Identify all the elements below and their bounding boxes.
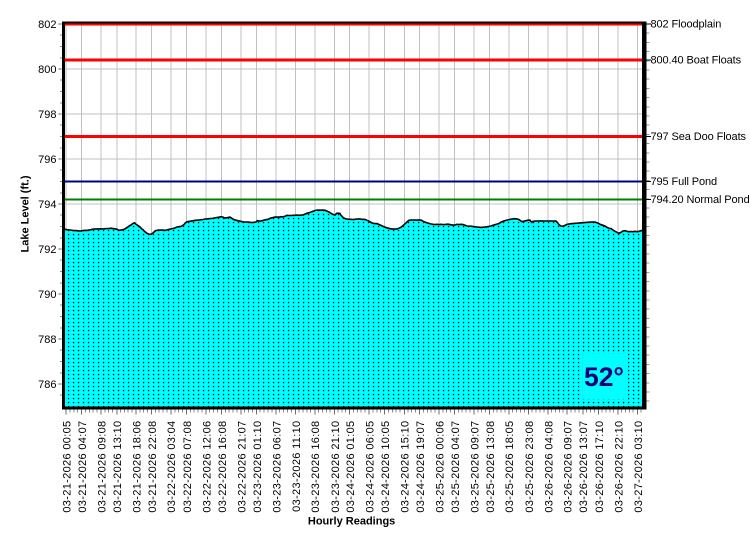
svg-text:52°: 52° — [584, 362, 624, 392]
svg-text:03-21-2026 22:08: 03-21-2026 22:08 — [147, 421, 159, 513]
svg-text:03-23-2026 11:10: 03-23-2026 11:10 — [291, 421, 303, 512]
svg-text:Hourly Readings: Hourly Readings — [308, 516, 395, 528]
svg-text:790: 790 — [38, 289, 56, 301]
svg-text:03-26-2026 13:07: 03-26-2026 13:07 — [578, 421, 590, 513]
svg-text:788: 788 — [38, 334, 56, 346]
svg-text:03-26-2026 04:08: 03-26-2026 04:08 — [543, 421, 555, 513]
svg-text:03-25-2026 13:08: 03-25-2026 13:08 — [485, 421, 497, 513]
svg-text:797 Sea Doo Floats: 797 Sea Doo Floats — [651, 131, 747, 143]
svg-text:03-22-2026 12:06: 03-22-2026 12:06 — [201, 421, 213, 513]
svg-text:03-25-2026 00:06: 03-25-2026 00:06 — [434, 421, 446, 513]
svg-text:03-21-2026 00:05: 03-21-2026 00:05 — [61, 421, 73, 513]
svg-text:03-25-2026 09:07: 03-25-2026 09:07 — [469, 421, 481, 513]
svg-text:802: 802 — [38, 19, 56, 31]
svg-text:03-23-2026 21:10: 03-23-2026 21:10 — [330, 421, 342, 513]
svg-text:796: 796 — [38, 154, 56, 166]
svg-text:798: 798 — [38, 109, 56, 121]
svg-text:03-26-2026 22:10: 03-26-2026 22:10 — [613, 421, 625, 513]
svg-text:03-25-2026 04:07: 03-25-2026 04:07 — [450, 421, 462, 513]
svg-text:802 Floodplain: 802 Floodplain — [651, 19, 722, 31]
svg-text:03-25-2026 23:08: 03-25-2026 23:08 — [524, 421, 536, 513]
svg-text:03-23-2026 01:10: 03-23-2026 01:10 — [252, 421, 264, 513]
svg-text:786: 786 — [38, 379, 56, 391]
svg-text:03-24-2026 19:07: 03-24-2026 19:07 — [415, 421, 427, 513]
svg-text:03-23-2026 16:08: 03-23-2026 16:08 — [310, 421, 322, 513]
svg-text:03-21-2026 09:08: 03-21-2026 09:08 — [97, 421, 109, 513]
svg-text:03-26-2026 09:07: 03-26-2026 09:07 — [563, 421, 575, 513]
svg-text:03-22-2026 07:08: 03-22-2026 07:08 — [182, 421, 194, 513]
svg-text:03-24-2026 06:05: 03-24-2026 06:05 — [364, 421, 376, 513]
svg-text:03-21-2026 13:10: 03-21-2026 13:10 — [112, 421, 124, 513]
svg-text:03-23-2026 06:07: 03-23-2026 06:07 — [271, 421, 283, 513]
svg-text:794: 794 — [38, 199, 56, 211]
svg-text:795 Full Pond: 795 Full Pond — [651, 176, 718, 188]
svg-text:03-21-2026 18:06: 03-21-2026 18:06 — [131, 421, 143, 513]
svg-text:Lake Level (ft.): Lake Level (ft.) — [20, 175, 32, 252]
svg-text:03-22-2026 16:08: 03-22-2026 16:08 — [217, 421, 229, 513]
svg-text:03-24-2026 15:10: 03-24-2026 15:10 — [400, 421, 412, 513]
svg-text:03-22-2026 03:04: 03-22-2026 03:04 — [166, 421, 178, 513]
svg-text:03-21-2026 04:07: 03-21-2026 04:07 — [77, 421, 89, 513]
svg-text:800.40 Boat Floats: 800.40 Boat Floats — [651, 55, 742, 67]
svg-text:792: 792 — [38, 244, 56, 256]
svg-text:800: 800 — [38, 64, 56, 76]
svg-text:794.20 Normal Pond: 794.20 Normal Pond — [651, 194, 750, 206]
svg-text:03-24-2026 10:05: 03-24-2026 10:05 — [380, 421, 392, 513]
svg-text:03-22-2026 21:07: 03-22-2026 21:07 — [236, 421, 248, 513]
svg-text:03-24-2026 01:05: 03-24-2026 01:05 — [345, 421, 357, 513]
svg-text:03-27-2026 03:10: 03-27-2026 03:10 — [633, 421, 645, 513]
svg-text:03-25-2026 18:05: 03-25-2026 18:05 — [504, 421, 516, 513]
svg-text:03-26-2026 17:10: 03-26-2026 17:10 — [594, 421, 606, 513]
